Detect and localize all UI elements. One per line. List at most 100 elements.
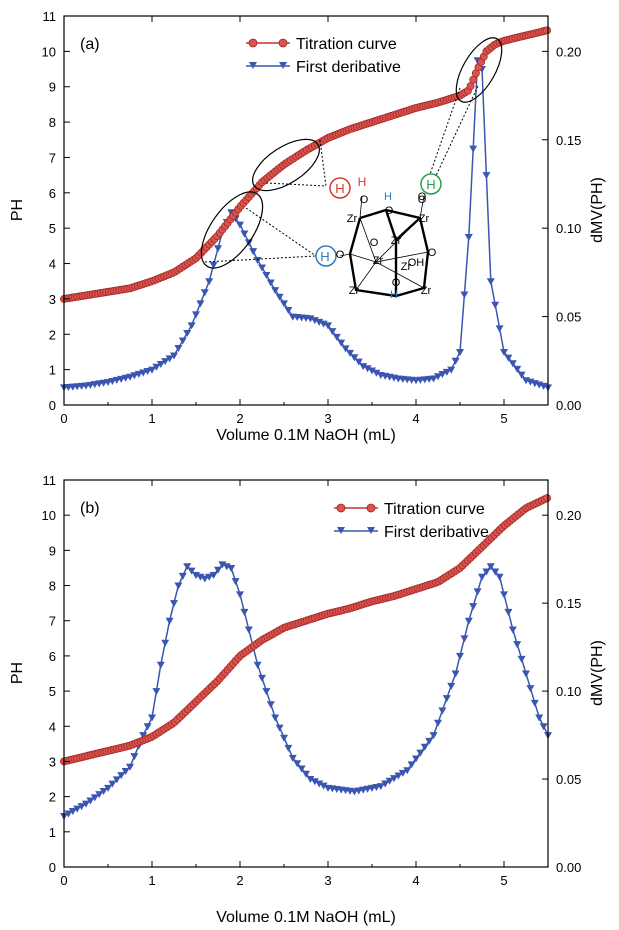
derivative-point (271, 714, 280, 722)
atom-label: O (385, 205, 394, 217)
derivative-point (266, 279, 275, 287)
axis-ticks-a: 0 1 2 3 4 5 0 1 2 3 4 5 6 7 8 9 10 11 0.00 0.05 0.10 0.15 0.20 (42, 9, 582, 426)
x-tick-label: 0 (60, 411, 67, 426)
axis-ticks-b: 0 1 2 3 4 5 0 1 2 3 4 5 6 7 8 9 10 11 0.00 0.05 0.10 0.15 0.20 (42, 473, 582, 888)
circled-h-blue (315, 245, 337, 267)
derivative-point (530, 699, 539, 707)
y-tick-label: 8 (49, 115, 56, 130)
derivative-point (192, 571, 200, 579)
derivative-point (284, 744, 293, 752)
atom-label: Zr (347, 213, 358, 225)
derivative-point (209, 261, 218, 269)
legend-label-derivative: First deribative (384, 524, 489, 541)
derivative-line (63, 57, 549, 389)
derivative-point (266, 701, 275, 709)
derivative-series-a (60, 57, 552, 392)
derivative-point (346, 349, 354, 357)
x-tick-label: 4 (412, 873, 419, 888)
derivative-point (464, 234, 473, 242)
derivative-point (139, 369, 148, 377)
atom-label: O (418, 191, 427, 203)
y2-tick-label: 0.05 (556, 310, 581, 325)
atom-label: OH (408, 257, 425, 269)
derivative-point (429, 732, 438, 740)
derivative-point (161, 358, 170, 366)
derivative-point (522, 670, 530, 678)
y-tick-label: 9 (49, 543, 56, 558)
connector-line (427, 87, 461, 181)
derivative-point (451, 357, 460, 365)
derivative-point (447, 682, 456, 690)
plot-frame-a (63, 15, 549, 406)
derivative-point (482, 568, 491, 576)
derivative-point (517, 371, 526, 379)
panel-b-chart: 0 1 2 3 4 5 0 1 2 3 4 5 6 7 8 9 10 11 0.00 0.05 0.10 0.15 0.20… (9, 473, 606, 926)
derivative-point (398, 769, 407, 777)
derivative-point (271, 287, 280, 295)
atom-label: O (336, 249, 345, 261)
derivative-point (504, 608, 513, 616)
derivative-point (77, 803, 86, 811)
derivative-point (324, 322, 332, 330)
derivative-point (73, 805, 82, 813)
y-tick-label: 9 (49, 80, 56, 95)
derivative-point (205, 278, 214, 286)
h-label-green: H (426, 177, 435, 192)
legend-label-derivative: First deribative (296, 59, 401, 76)
derivative-point (218, 561, 227, 569)
derivative-point (244, 626, 253, 634)
derivative-point (328, 328, 337, 336)
derivative-point (258, 264, 266, 272)
titration-point (543, 26, 552, 35)
derivative-point (236, 591, 244, 599)
derivative-point (412, 755, 420, 763)
atom-label: O (418, 194, 427, 206)
derivative-point (332, 333, 341, 341)
derivative-point (429, 375, 438, 383)
derivative-point (359, 363, 368, 371)
derivative-point (121, 767, 130, 775)
derivative-point (253, 661, 262, 669)
y-tick-label: 6 (49, 186, 56, 201)
derivative-point (310, 778, 319, 786)
atom-label: Zr (349, 285, 360, 297)
derivative-point (143, 368, 152, 376)
x-tick-label: 2 (236, 873, 243, 888)
derivative-point (99, 788, 108, 796)
atom-label: Zr (391, 235, 402, 247)
derivative-point (297, 765, 306, 773)
derivative-point (104, 784, 112, 792)
zr-cluster-molecule-inset: H H H H O Zr O Zr O (200, 37, 503, 301)
derivative-point (416, 749, 425, 757)
legend-b: Titration curve First deribative (334, 501, 489, 541)
y-tick-label: 4 (49, 257, 56, 272)
x-tick-label: 0 (60, 873, 67, 888)
derivative-point (227, 564, 236, 572)
derivative-point (315, 318, 324, 326)
atom-label: O (360, 194, 369, 206)
y-tick-label: 11 (43, 9, 57, 24)
highlight-ellipse-3 (455, 37, 503, 103)
cluster-bond (374, 217, 429, 263)
derivative-point (174, 582, 183, 590)
x-tick-label: 3 (324, 411, 331, 426)
y2-tick-label: 0.20 (556, 44, 581, 59)
derivative-point (178, 337, 187, 345)
y-tick-label: 2 (49, 790, 56, 805)
derivative-point (214, 566, 222, 574)
highlight-ellipse-2 (252, 138, 320, 192)
y-tick-label: 5 (49, 684, 56, 699)
derivative-point (456, 348, 464, 356)
derivative-point (170, 352, 178, 360)
y-tick-label: 8 (49, 579, 56, 594)
panel-label-b: (b) (80, 500, 100, 517)
derivative-point (372, 369, 381, 377)
derivative-point (464, 617, 473, 625)
derivative-point (310, 317, 319, 325)
derivative-point (148, 366, 156, 374)
derivative-point (306, 315, 315, 323)
y-tick-label: 1 (49, 363, 56, 378)
derivative-point (170, 600, 178, 608)
y2-tick-label: 0.00 (556, 398, 581, 413)
